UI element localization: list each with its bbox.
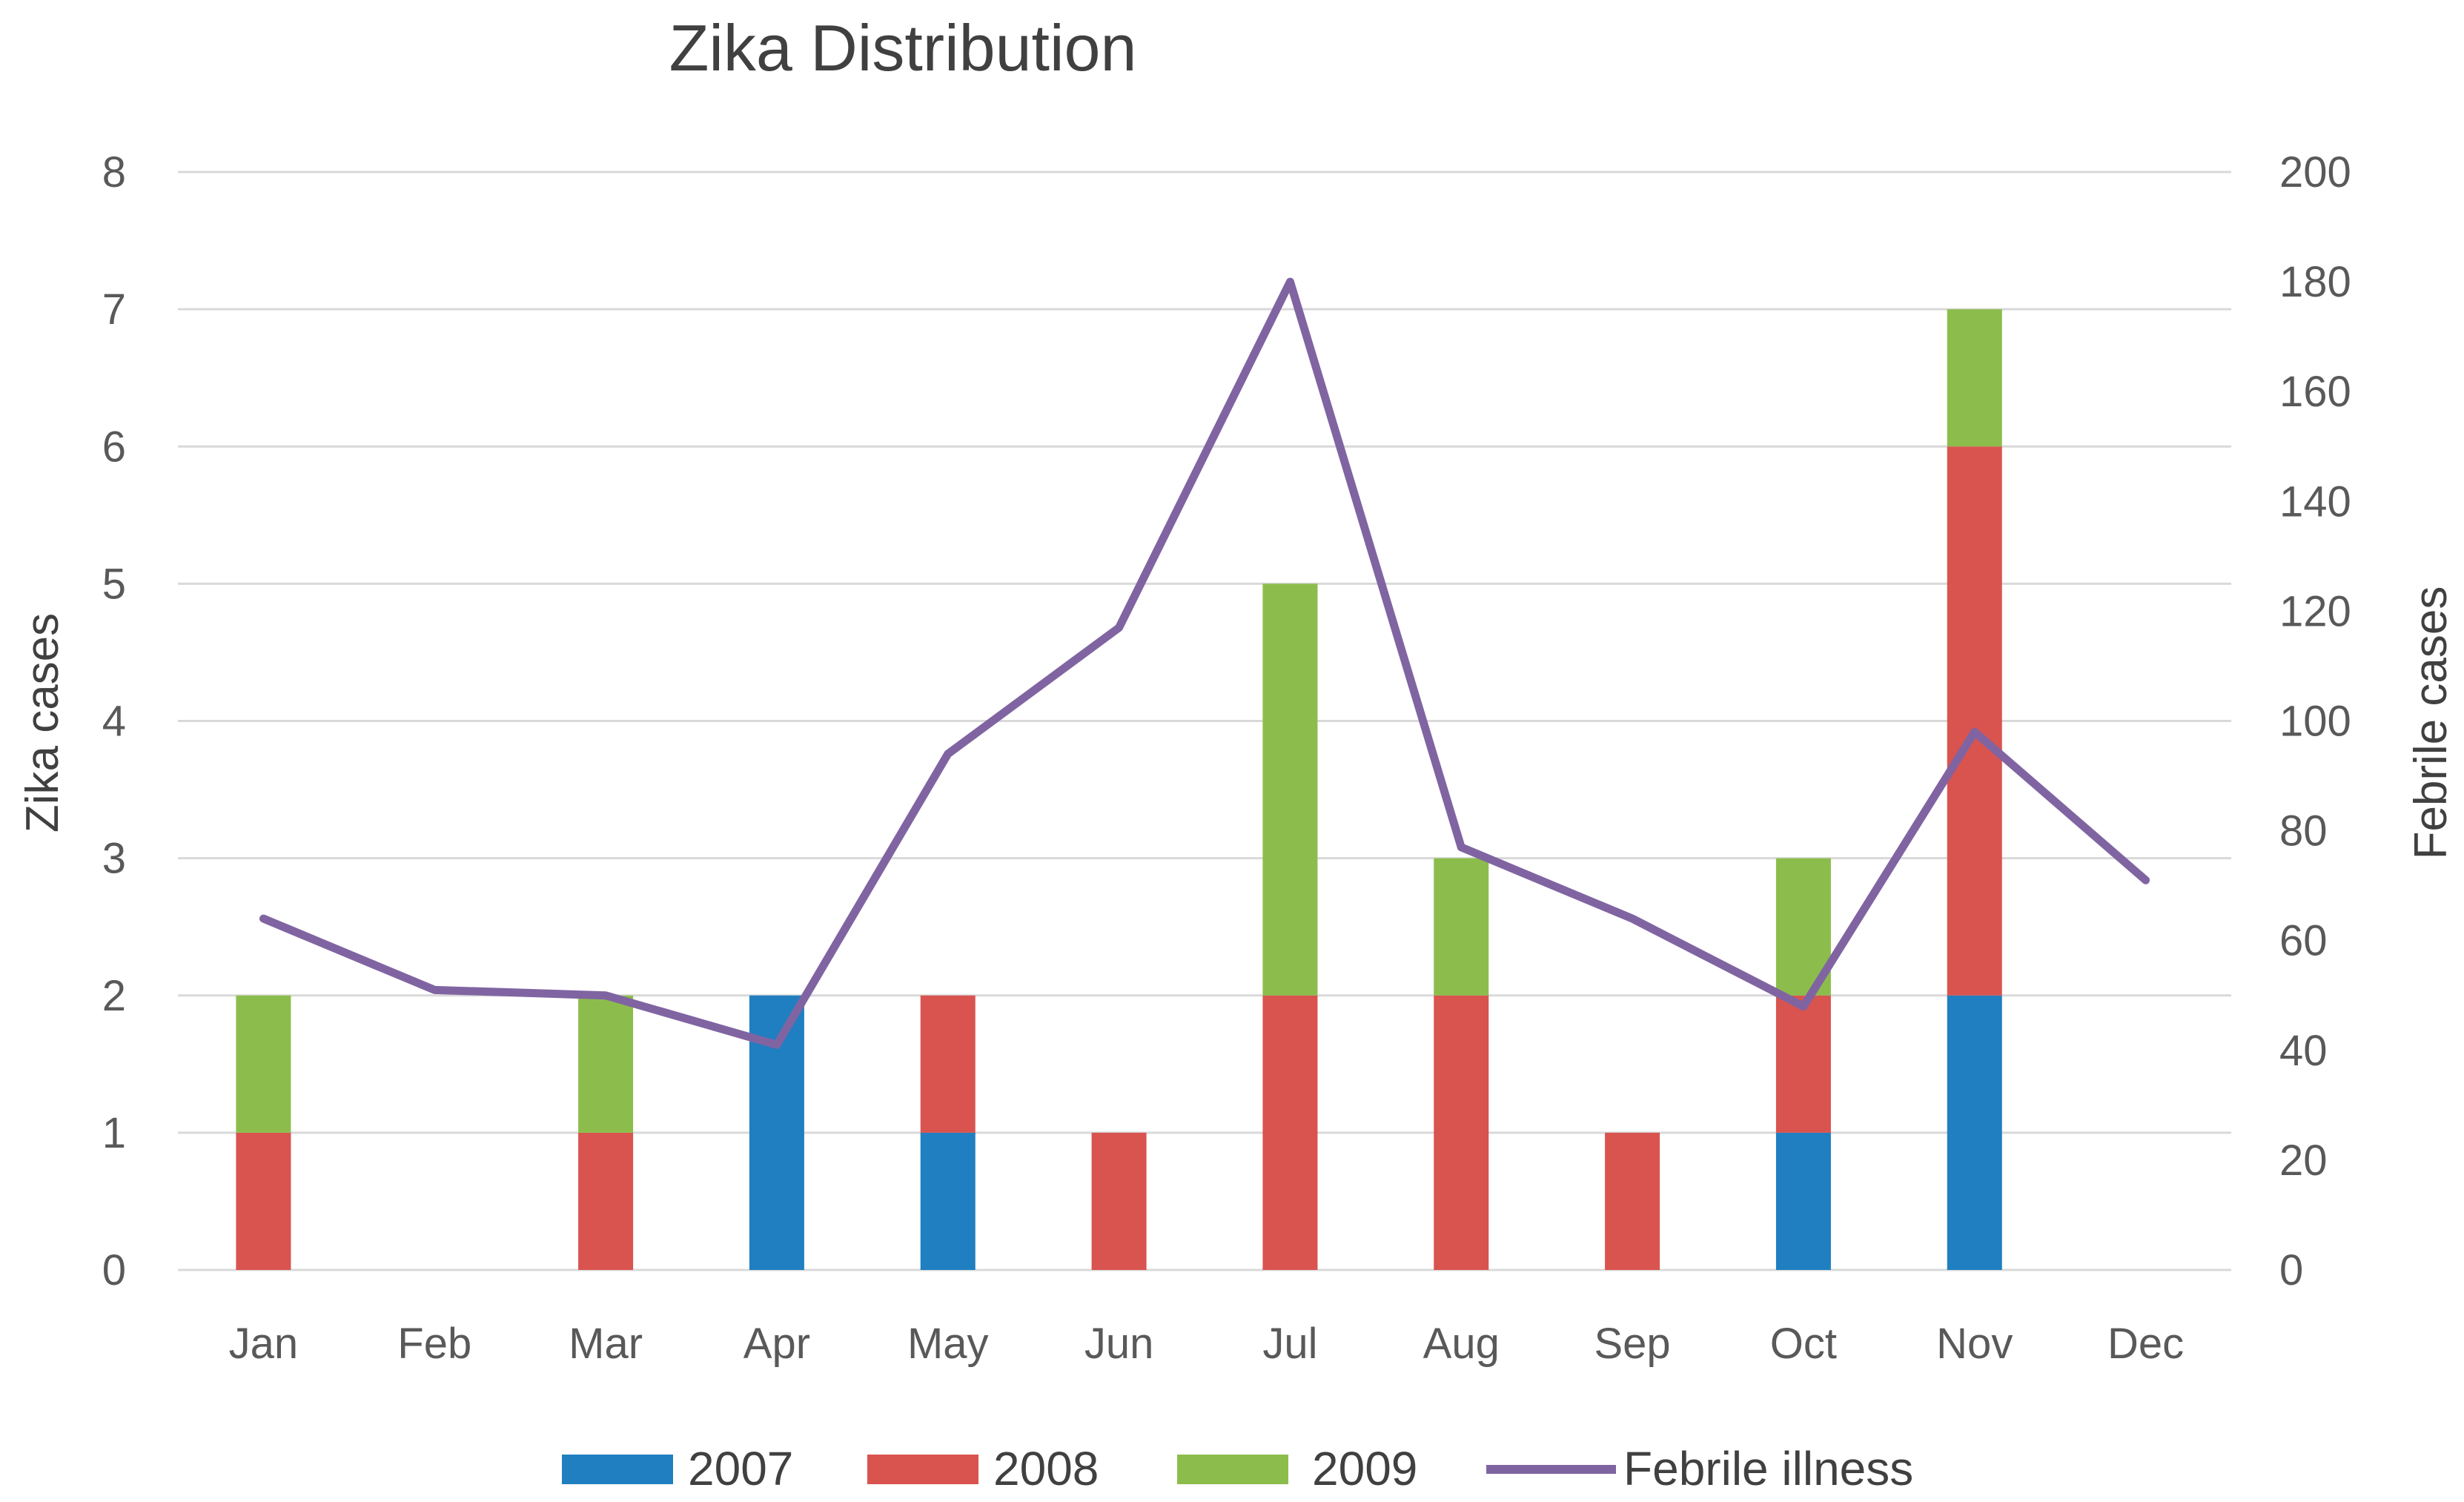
y2-axis-ticks: 0 20 40 60 80 100 120 140 160 180 200 [2279,148,2351,1294]
y2-tick-label: 100 [2279,698,2351,746]
x-tick-label: Jun [1084,1320,1154,1368]
y2-tick-label: 180 [2279,258,2351,306]
zika-chart: Zika Distribution 0 1 2 3 4 5 6 7 8 0 20 40 60 80 100… [0,0,2464,1502]
y-tick-label: 8 [102,148,126,196]
x-tick-label: Jul [1262,1320,1317,1368]
y2-tick-label: 0 [2279,1246,2303,1294]
bar-2008-jan [236,1133,291,1270]
chart-title: Zika Distribution [669,11,1137,85]
x-tick-label: Mar [569,1320,643,1368]
y-axis-title: Zika cases [17,613,68,833]
legend-swatch-2007 [562,1455,673,1484]
legend: 2007 2008 2009 Febrile illness [562,1442,1913,1495]
y2-tick-label: 20 [2279,1137,2328,1185]
x-tick-label: Jan [229,1320,299,1368]
x-tick-label: May [907,1320,989,1368]
bar-2008-jun [1092,1133,1147,1270]
bar-2009-aug [1434,858,1488,996]
x-tick-label: Nov [1936,1320,2013,1368]
x-axis-ticks: Jan Feb Mar Apr May Jun Jul Aug Sep Oct Nov Dec [229,1320,2185,1368]
legend-swatch-2008 [867,1455,978,1484]
y-tick-label: 0 [102,1246,126,1294]
y2-tick-label: 60 [2279,917,2328,965]
y2-tick-label: 120 [2279,587,2351,635]
y2-tick-label: 40 [2279,1027,2328,1075]
y-tick-label: 7 [102,285,126,334]
bar-2008-aug [1434,996,1488,1270]
febrile-line-layer [263,282,2145,1045]
bar-2007-oct [1776,1133,1831,1270]
legend-label-2009: 2009 [1312,1442,1417,1495]
bar-2008-mar [578,1133,633,1270]
x-tick-label: Sep [1594,1320,1670,1368]
legend-label-febrile: Febrile illness [1623,1442,1913,1495]
x-tick-label: Dec [2107,1320,2184,1368]
y2-axis-title: Febrile cases [2405,586,2457,860]
x-tick-label: Aug [1423,1320,1500,1368]
y-axis-ticks: 0 1 2 3 4 5 6 7 8 [102,148,126,1294]
y2-tick-label: 80 [2279,807,2328,856]
bar-2007-may [921,1133,976,1270]
bar-2008-nov [1947,446,2002,996]
bar-2008-jul [1262,996,1317,1270]
legend-swatch-2009 [1177,1455,1288,1484]
y2-tick-label: 160 [2279,368,2351,416]
bar-2009-nov [1947,309,2002,446]
y2-tick-label: 200 [2279,148,2351,196]
x-tick-label: Apr [743,1320,810,1368]
y-tick-label: 3 [102,835,126,883]
legend-label-2008: 2008 [993,1442,1099,1495]
x-tick-label: Oct [1770,1320,1837,1368]
x-tick-label: Feb [397,1320,471,1368]
gridlines [178,172,2231,1270]
bar-2008-sep [1605,1133,1660,1270]
y-tick-label: 2 [102,972,126,1020]
febrile-illness-line [263,282,2145,1045]
bar-2009-jul [1262,583,1317,995]
bar-2009-jan [236,996,291,1133]
legend-label-2007: 2007 [688,1442,793,1495]
bar-2008-may [921,996,976,1133]
bar-2008-oct [1776,996,1831,1133]
bar-2009-mar [578,996,633,1133]
y-tick-label: 5 [102,560,126,608]
bar-2007-nov [1947,996,2002,1270]
y-tick-label: 6 [102,423,126,471]
bars [236,309,2001,1270]
y-tick-label: 4 [102,698,126,746]
y-tick-label: 1 [102,1109,126,1157]
y2-tick-label: 140 [2279,477,2351,526]
